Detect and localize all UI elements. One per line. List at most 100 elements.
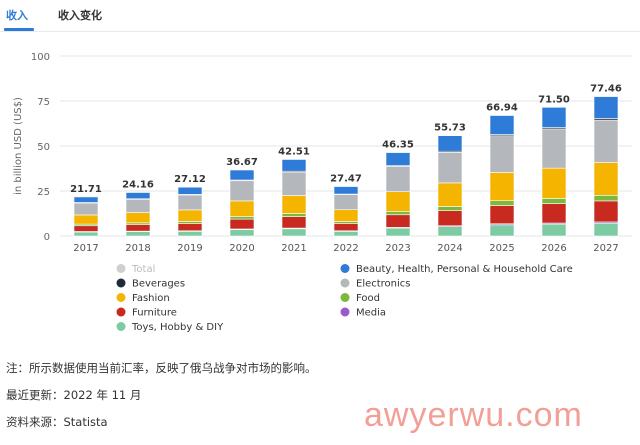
bar-segment (177, 186, 203, 195)
x-tick-label: 2021 (281, 243, 306, 254)
bar-segment (125, 212, 151, 224)
legend-marker (116, 293, 126, 302)
bar-segment (73, 196, 99, 203)
bar-segment (281, 195, 307, 214)
bar-segment (489, 224, 515, 237)
tab-revenue[interactable]: 收入 (6, 9, 28, 22)
legend-item-label: Fashion (132, 293, 170, 304)
y-tick-label: 25 (37, 187, 50, 198)
bar-segment (437, 152, 463, 184)
legend-item-label: Beauty, Health, Personal & Household Car… (356, 264, 573, 275)
bar-segment (177, 231, 203, 237)
bar-segment (489, 200, 515, 206)
total-data-label: 46.35 (382, 140, 414, 151)
bar-segment (229, 180, 255, 202)
total-data-label: 77.46 (590, 84, 622, 95)
bar-segment (385, 152, 411, 166)
bar-segment (177, 209, 203, 222)
bar-segment (73, 214, 99, 225)
legend-marker (340, 264, 350, 273)
bar-segment (437, 182, 463, 207)
x-tick-label: 2024 (437, 243, 462, 254)
x-tick-label: 2022 (333, 243, 358, 254)
bar-segment (177, 194, 203, 211)
x-tick-label: 2017 (73, 243, 98, 254)
bar-segment (385, 211, 411, 216)
y-tick-label: 0 (44, 232, 50, 243)
bar-segment (593, 222, 619, 237)
bar-segment (437, 226, 463, 237)
total-data-label: 42.51 (278, 146, 310, 157)
bar-segment (125, 192, 151, 200)
watermark: awyerwu.com (364, 396, 583, 434)
legend-marker (340, 307, 350, 317)
bar-segment (73, 225, 99, 232)
legend-marker (116, 264, 126, 273)
bar-segment (229, 216, 255, 220)
bar-segment (593, 200, 619, 223)
legend-marker (116, 307, 126, 317)
bar-segment (281, 213, 307, 217)
legend-marker (340, 293, 350, 302)
bar-segment (125, 224, 151, 232)
bar-segment (281, 228, 307, 237)
bar-segment (437, 135, 463, 152)
bar-segment (541, 223, 567, 237)
bar-segment (229, 200, 255, 217)
bar-segment (333, 209, 359, 222)
bar-segment (281, 159, 307, 172)
bar-segment (385, 191, 411, 212)
bar-segment (437, 210, 463, 227)
y-tick-label: 75 (37, 97, 50, 108)
bar-segment (281, 171, 307, 196)
total-data-label: 27.47 (330, 174, 362, 185)
bar-segment (541, 128, 567, 169)
total-data-label: 24.16 (122, 180, 154, 191)
bar-segment (437, 206, 463, 211)
source-text: 资料来源：Statista (6, 415, 108, 429)
tab-revenue-change[interactable]: 收入变化 (58, 9, 102, 22)
active-tab-indicator (4, 28, 34, 31)
bar-segment (333, 231, 359, 237)
bar-segment (593, 119, 619, 163)
x-tick-label: 2018 (125, 243, 150, 254)
bar-segment (385, 214, 411, 228)
total-data-label: 66.94 (486, 103, 518, 114)
y-axis-label: in billion USD (US$) (13, 97, 24, 195)
bar-segment (489, 135, 515, 173)
y-tick-label: 100 (31, 52, 50, 63)
bar-segment (541, 198, 567, 204)
bar-segment (229, 229, 255, 237)
x-tick-label: 2025 (489, 243, 514, 254)
legend-item-label: Beverages (132, 279, 185, 290)
legend-item-label: Total (131, 264, 155, 275)
bar-segment (73, 231, 99, 237)
x-tick-label: 2019 (177, 243, 202, 254)
bar-segment (489, 205, 515, 225)
note-text: 注：所示数据使用当前汇率，反映了俄乌战争对市场的影响。 (6, 361, 317, 375)
total-data-label: 27.12 (174, 174, 206, 185)
x-tick-label: 2026 (541, 243, 566, 254)
legend-item-label: Furniture (132, 308, 177, 319)
bar-segment (333, 186, 359, 195)
total-data-label: 36.67 (226, 157, 258, 168)
bar-segment (541, 107, 567, 128)
legend-item-label: Toys, Hobby & DIY (131, 322, 224, 333)
x-tick-label: 2023 (385, 243, 410, 254)
tab-bar: 收入 收入变化 (0, 0, 640, 32)
bar-segment (125, 231, 151, 237)
bar-segment (541, 167, 567, 199)
legend-item-label: Media (356, 308, 386, 319)
bar-segment (385, 166, 411, 193)
legend-marker (116, 278, 126, 288)
total-data-label: 21.71 (70, 184, 102, 195)
bar-segment (333, 223, 359, 232)
bar-segment (229, 218, 255, 230)
revenue-stacked-bar-chart: 0 25 50 75 100 in billion USD (US$) 21.71 2017 2… (13, 52, 632, 333)
legend-marker (340, 278, 350, 288)
legend-marker (116, 322, 126, 331)
bar-segment (333, 194, 359, 211)
bar-segment (125, 198, 151, 213)
bar-segment (177, 223, 203, 232)
bar-segment (593, 195, 619, 202)
